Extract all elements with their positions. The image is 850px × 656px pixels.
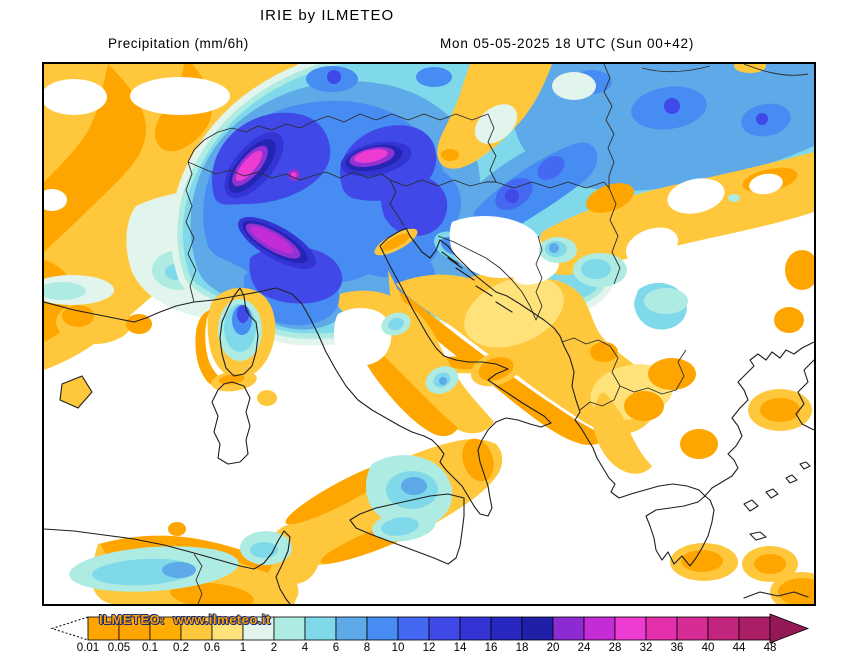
svg-text:48: 48 bbox=[764, 642, 777, 654]
valid-time-label: Mon 05-05-2025 18 UTC (Sun 00+42) bbox=[440, 36, 695, 51]
svg-text:16: 16 bbox=[485, 642, 498, 654]
svg-text:24: 24 bbox=[578, 642, 591, 654]
svg-text:28: 28 bbox=[609, 642, 622, 654]
map-image bbox=[44, 64, 814, 604]
svg-text:0.1: 0.1 bbox=[142, 642, 158, 654]
map-frame bbox=[42, 62, 816, 606]
svg-text:32: 32 bbox=[640, 642, 653, 654]
svg-text:0.05: 0.05 bbox=[108, 642, 130, 654]
svg-text:2: 2 bbox=[271, 642, 277, 654]
colorbar: 0.01 0.05 0.1 0.2 0.6 1 2 4 6 8 10 12 14 16 18 20 24 28 32… bbox=[0, 610, 850, 656]
svg-text:4: 4 bbox=[302, 642, 309, 654]
country-borders bbox=[185, 64, 809, 604]
svg-text:8: 8 bbox=[364, 642, 370, 654]
svg-text:12: 12 bbox=[423, 642, 436, 654]
svg-text:44: 44 bbox=[733, 642, 746, 654]
svg-text:20: 20 bbox=[547, 642, 560, 654]
precip-field bbox=[44, 64, 814, 604]
watermark: ILMETEO: www.ilmeteo.it bbox=[99, 612, 271, 627]
svg-text:0.6: 0.6 bbox=[204, 642, 220, 654]
svg-text:0.2: 0.2 bbox=[173, 642, 189, 654]
product-label: Precipitation (mm/6h) bbox=[108, 36, 249, 51]
coastlines bbox=[44, 227, 814, 604]
svg-text:36: 36 bbox=[671, 642, 684, 654]
svg-text:6: 6 bbox=[333, 642, 339, 654]
svg-text:0.01: 0.01 bbox=[77, 642, 99, 654]
svg-text:40: 40 bbox=[702, 642, 715, 654]
page-title: IRIE by ILMETEO bbox=[260, 7, 395, 24]
svg-text:10: 10 bbox=[392, 642, 405, 654]
svg-text:18: 18 bbox=[516, 642, 529, 654]
svg-text:1: 1 bbox=[240, 642, 246, 654]
colorbar-svg: 0.01 0.05 0.1 0.2 0.6 1 2 4 6 8 10 12 14 16 18 20 24 28 32… bbox=[50, 613, 810, 654]
svg-text:14: 14 bbox=[454, 642, 467, 654]
